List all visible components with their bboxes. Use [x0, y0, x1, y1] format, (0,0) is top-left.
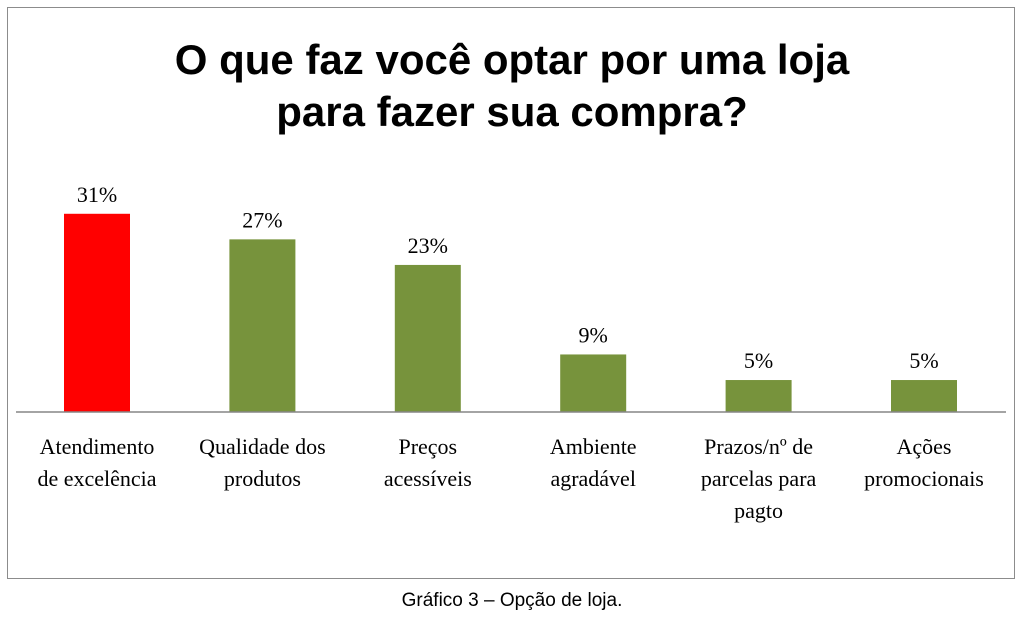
data-label-3: 23% [408, 233, 448, 258]
bars-group [64, 213, 957, 412]
value-labels-group: 31% 27% 23% 9% 5% 5% [77, 182, 939, 373]
bar-2 [229, 239, 296, 412]
category-label-1: Atendimento de excelência [37, 434, 156, 491]
category-label-5: Prazos/nº de parcelas para pagto [701, 434, 817, 523]
bar-4 [560, 354, 627, 412]
chart-title-line-1: O que faz você optar por uma loja [174, 36, 850, 83]
data-label-6: 5% [909, 348, 938, 373]
bar-5 [725, 380, 792, 412]
data-label-4: 9% [579, 322, 608, 347]
chart-title: O que faz você optar por uma loja para f… [8, 34, 1016, 138]
category-label-2: Qualidade dos produtos [199, 434, 325, 491]
data-label-2: 27% [242, 207, 282, 232]
figure-caption: Gráfico 3 – Opção de loja. [401, 590, 623, 611]
category-label-3: Preços acessíveis [384, 434, 472, 491]
category-labels-group: Atendimento de excelência Qualidade dos pro… [37, 434, 983, 523]
category-label-6: Ações promocionais [864, 434, 984, 491]
data-label-1: 31% [77, 182, 117, 207]
data-label-5: 5% [744, 348, 773, 373]
chart-title-line-2: para fazer sua compra? [276, 88, 748, 135]
category-label-4: Ambiente agradável [550, 434, 637, 491]
bar-1 [64, 213, 130, 412]
bar-3 [394, 264, 461, 412]
chart-frame: O que faz você optar por uma loja para f… [7, 7, 1015, 579]
bar-chart-plot: 31% 27% 23% 9% 5% 5% Atendimento de excelência… [16, 182, 1006, 523]
bar-6 [891, 380, 957, 412]
